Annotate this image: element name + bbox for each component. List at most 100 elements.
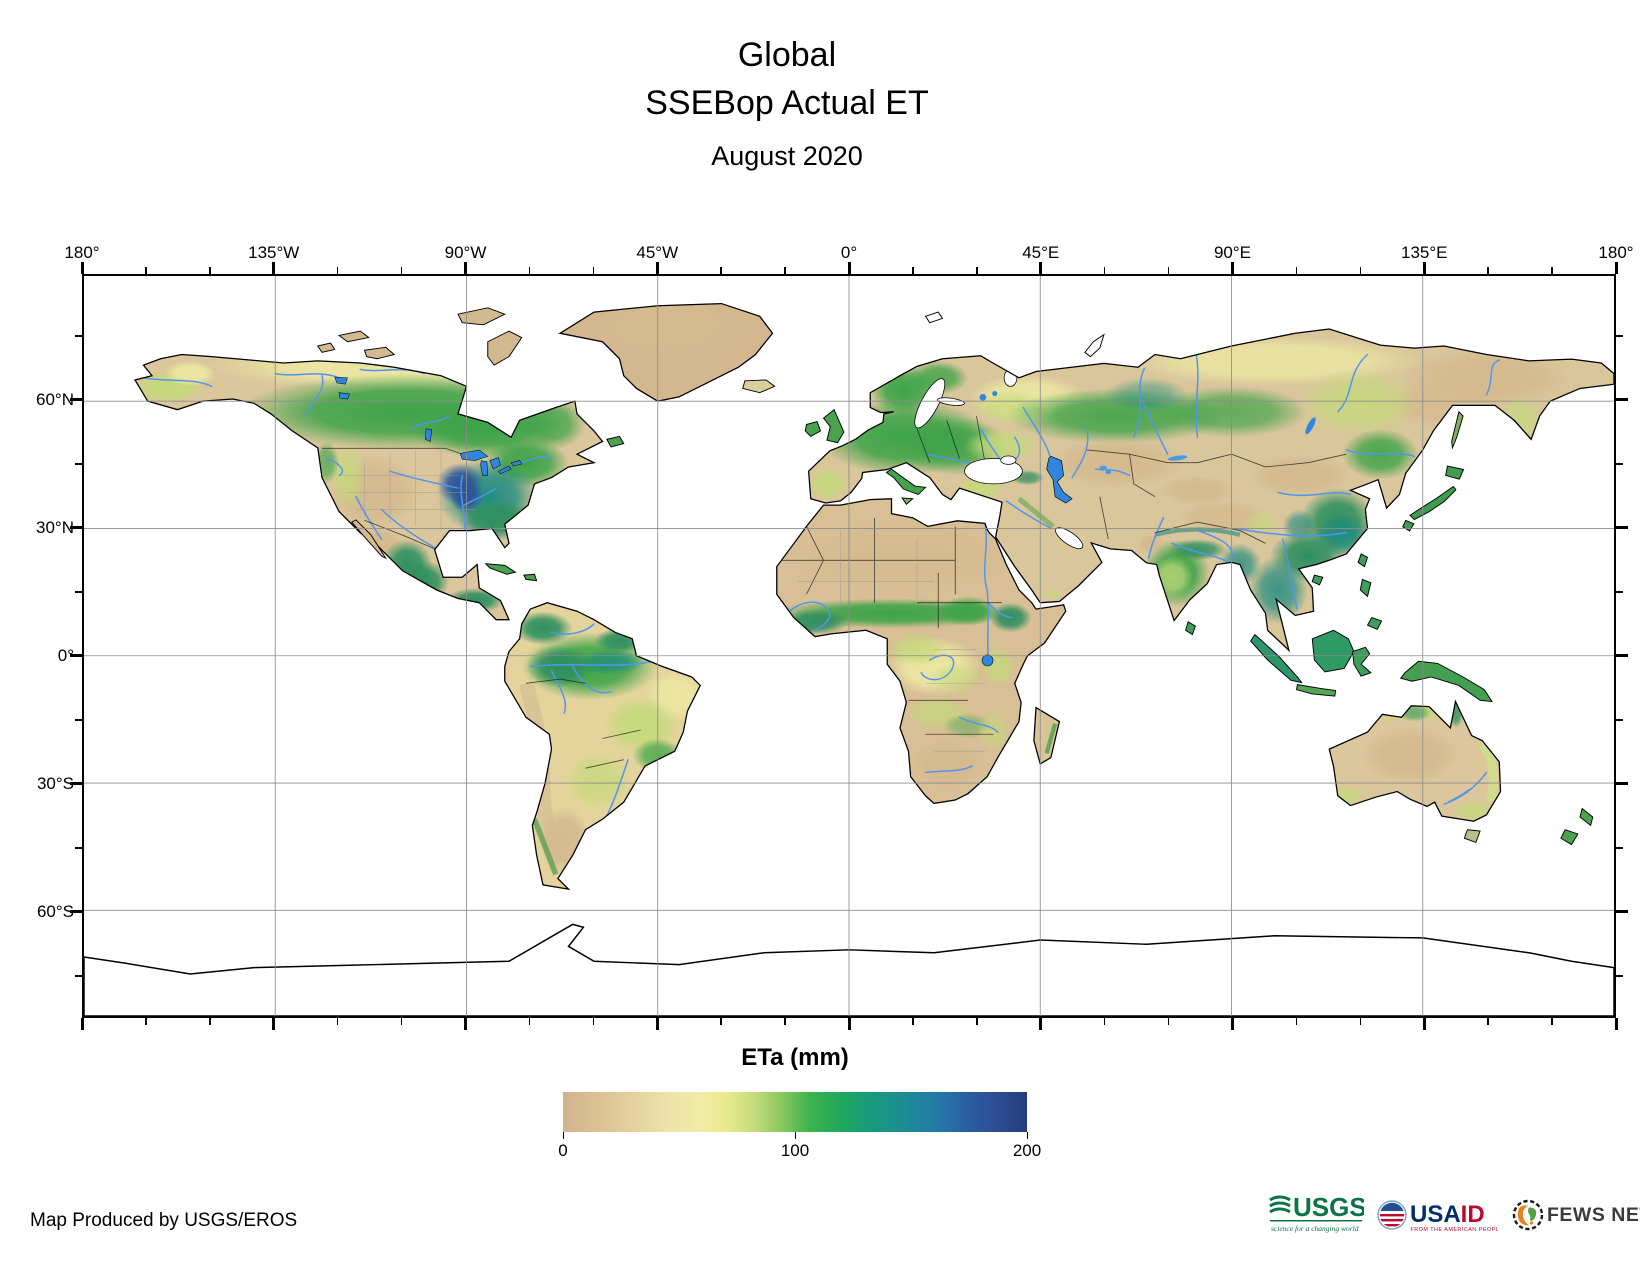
- axis-tick: [1231, 1018, 1234, 1030]
- axis-tick: [209, 1018, 211, 1025]
- legend-tick: [794, 1132, 796, 1139]
- latitude-label: 0°: [57, 645, 74, 665]
- lake-balkhash: [1167, 455, 1188, 461]
- axis-tick: [75, 847, 82, 849]
- legend-color-ramp: [563, 1092, 1027, 1132]
- legend-tick-label: 0: [558, 1141, 568, 1160]
- axis-tick: [720, 267, 722, 274]
- axis-tick: [70, 398, 82, 402]
- axis-tick: [1295, 267, 1298, 274]
- axis-tick: [75, 591, 82, 593]
- axis-tick: [464, 262, 467, 274]
- longitude-label: 135°W: [248, 243, 300, 262]
- page-title: Global: [737, 36, 837, 74]
- usgs-wave-icon: [1269, 1195, 1291, 1214]
- axis-tick: [336, 267, 339, 274]
- axis-tick: [784, 1018, 786, 1025]
- lake-baikal: [1305, 417, 1316, 435]
- axis-tick: [1616, 975, 1623, 977]
- axis-tick: [1551, 267, 1553, 274]
- axis-tick: [1616, 782, 1628, 786]
- axis-tick: [655, 262, 659, 274]
- legend-tick-label: 100: [780, 1141, 810, 1160]
- axis-tick: [1103, 1018, 1106, 1025]
- baltic-sea: [914, 378, 946, 429]
- axis-tick: [912, 267, 914, 274]
- usgs-logo-text: USGS: [1293, 1192, 1364, 1222]
- axis-tick: [209, 267, 211, 274]
- legend-tick: [562, 1132, 564, 1139]
- axis-tick: [1103, 267, 1106, 274]
- legend-title: ETa (mm): [741, 1044, 849, 1071]
- axis-tick: [1616, 335, 1623, 337]
- axis-tick: [1616, 719, 1623, 721]
- axis-tick: [70, 654, 82, 658]
- legend-tick-label: 200: [1012, 1141, 1042, 1160]
- axis-tick: [976, 267, 978, 274]
- continent-north-america: [135, 354, 603, 620]
- axis-tick: [847, 1018, 851, 1030]
- usaid-tagline: FROM THE AMERICAN PEOPLE: [1411, 1227, 1499, 1233]
- axis-tick: [70, 910, 82, 914]
- latitude-label: 30°N: [36, 517, 74, 537]
- graticule: [84, 276, 1614, 1016]
- axis-tick: [272, 1018, 276, 1030]
- axis-tick: [75, 719, 82, 721]
- logo-row: USGS science for a changing world USAID …: [1268, 1192, 1640, 1238]
- usgs-logo: USGS science for a changing world: [1269, 1192, 1364, 1233]
- map-frame: [82, 274, 1616, 1018]
- madagascar: [1033, 706, 1061, 765]
- axis-tick: [272, 262, 276, 274]
- axis-tick: [592, 1018, 595, 1025]
- latitude-label: 60°N: [36, 389, 74, 409]
- axis-tick: [655, 1018, 659, 1030]
- fewsnet-globe-icon: [1512, 1199, 1544, 1231]
- world-map: [84, 276, 1614, 1016]
- continent-australia: [1329, 701, 1501, 822]
- aral-sea: [1099, 465, 1107, 471]
- axis-tick: [720, 1018, 722, 1025]
- axis-tick: [400, 1018, 403, 1025]
- longitude-label: 90°E: [1213, 243, 1252, 262]
- axis-tick: [1614, 262, 1618, 274]
- axis-tick: [1616, 398, 1628, 402]
- islands: [316, 307, 1594, 846]
- axis-tick: [70, 526, 82, 530]
- great-lakes: [334, 376, 523, 476]
- axis-tick: [145, 267, 147, 274]
- axis-tick: [1551, 1018, 1553, 1025]
- longitude-label: 0°: [840, 243, 858, 262]
- axis-tick: [1616, 526, 1628, 530]
- usaid-logo-text: USAID: [1410, 1201, 1485, 1228]
- axis-tick: [1487, 267, 1489, 274]
- axis-tick: [1614, 1018, 1618, 1030]
- axis-tick: [1295, 1018, 1298, 1025]
- usgs-tagline: science for a changing world: [1271, 1224, 1359, 1233]
- axis-tick: [1616, 463, 1623, 465]
- legend-tick: [1026, 1132, 1028, 1139]
- axis-tick: [1422, 1018, 1426, 1030]
- axis-tick: [1039, 262, 1043, 274]
- map-credit: Map Produced by USGS/EROS: [30, 1210, 298, 1231]
- longitude-label: 45°W: [636, 243, 679, 262]
- axis-tick: [1359, 1018, 1362, 1025]
- axis-tick: [75, 335, 82, 337]
- longitude-label: 180°: [64, 243, 100, 262]
- axis-tick: [80, 262, 84, 274]
- axis-tick: [1167, 1018, 1170, 1025]
- axis-tick: [1487, 1018, 1489, 1025]
- axis-tick: [528, 1018, 531, 1025]
- axis-tick: [528, 267, 531, 274]
- axis-tick: [1422, 262, 1426, 274]
- axis-tick: [464, 1018, 467, 1030]
- axis-tick: [1359, 267, 1362, 274]
- map-date: August 2020: [711, 141, 863, 171]
- lake-victoria: [981, 654, 994, 667]
- longitude-label: 45°E: [1022, 243, 1060, 262]
- axis-tick: [1616, 591, 1623, 593]
- usaid-logo: USAID FROM THE AMERICAN PEOPLE: [1377, 1200, 1499, 1233]
- latitude-label: 30°S: [36, 773, 74, 793]
- axis-tick: [1039, 1018, 1043, 1030]
- axis-tick: [592, 267, 595, 274]
